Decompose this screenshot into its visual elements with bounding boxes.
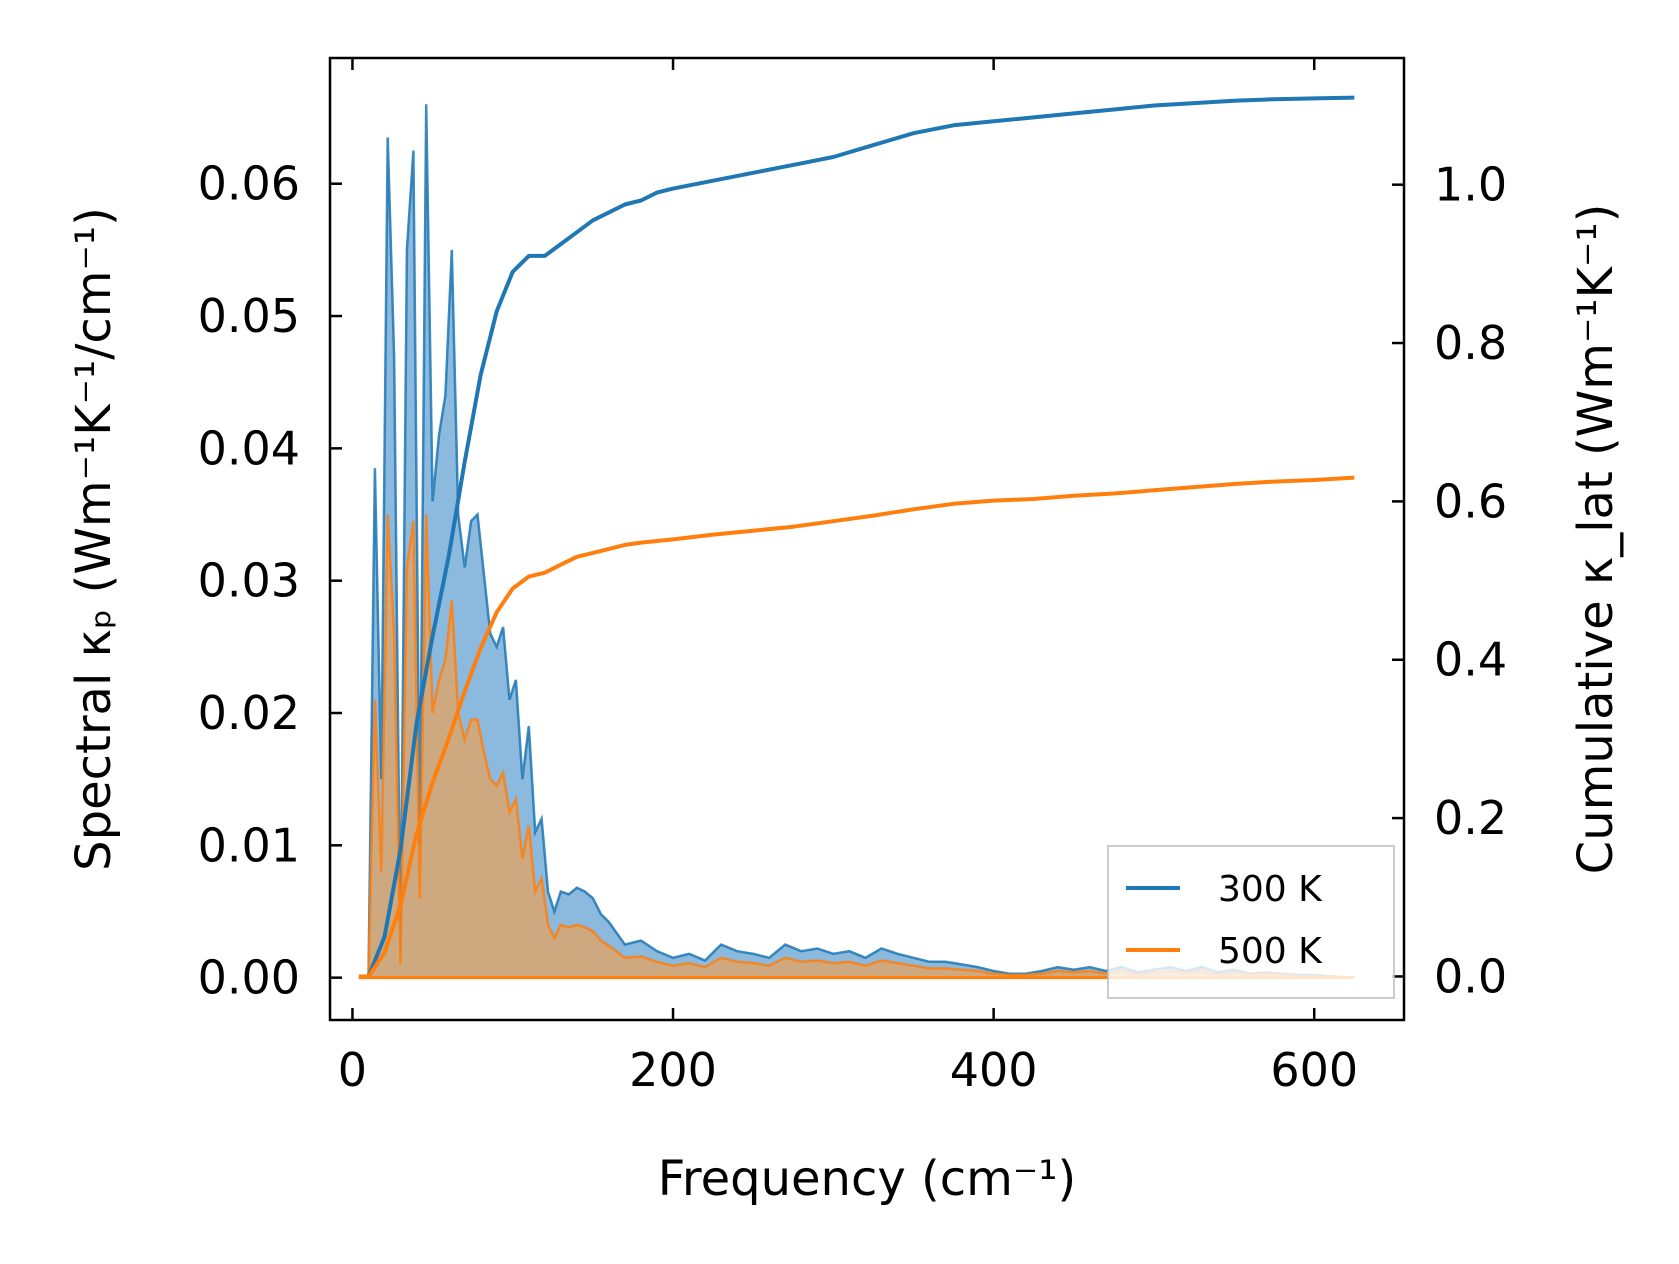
y-left-axis-title: Spectral κₚ (Wm⁻¹K⁻¹/cm⁻¹): [66, 207, 122, 871]
y-right-tick-label: 0.2: [1434, 791, 1507, 845]
x-tick-label: 600: [1270, 1043, 1358, 1097]
y-right-tick-label: 0.0: [1434, 949, 1507, 1003]
y-left-tick-label: 0.06: [198, 157, 300, 211]
cumulative-layer: [358, 95, 1355, 979]
y-left-tick-label: 0.03: [198, 554, 300, 608]
ticks-layer: 0 200 400 600 0.00 0.01 0.02 0.03 0.04 0.05 0.06 0.…: [198, 58, 1507, 1097]
legend-box: [1107, 845, 1395, 999]
y-right-tick-label: 1.0: [1434, 158, 1507, 212]
cumulative-line-500k: [358, 475, 1355, 979]
cumulative-line-300k: [358, 95, 1355, 979]
y-right-axis-title: Cumulative κ_lat (Wm⁻¹K⁻¹): [1568, 204, 1624, 875]
x-tick-label: 400: [950, 1043, 1038, 1097]
x-axis-title: Frequency (cm⁻¹): [658, 1151, 1076, 1207]
y-right-tick-label: 0.8: [1434, 316, 1507, 370]
y-left-tick-label: 0.05: [198, 289, 300, 343]
legend-label-300k: 300 K: [1218, 869, 1323, 910]
y-left-tick-label: 0.04: [198, 421, 300, 475]
y-left-tick-label: 0.00: [198, 951, 300, 1005]
y-left-tick-label: 0.02: [198, 686, 300, 740]
y-right-tick-label: 0.4: [1434, 633, 1507, 687]
spectral-area-500k: [358, 514, 1355, 978]
x-tick-label: 0: [338, 1043, 367, 1097]
y-left-tick-label: 0.01: [198, 818, 300, 872]
legend-label-500k: 500 K: [1218, 931, 1323, 972]
y-right-tick-label: 0.6: [1434, 474, 1507, 528]
plot-frame: [328, 56, 1406, 1022]
legend: 300 K 500 K: [1107, 845, 1395, 999]
x-tick-label: 200: [629, 1043, 717, 1097]
